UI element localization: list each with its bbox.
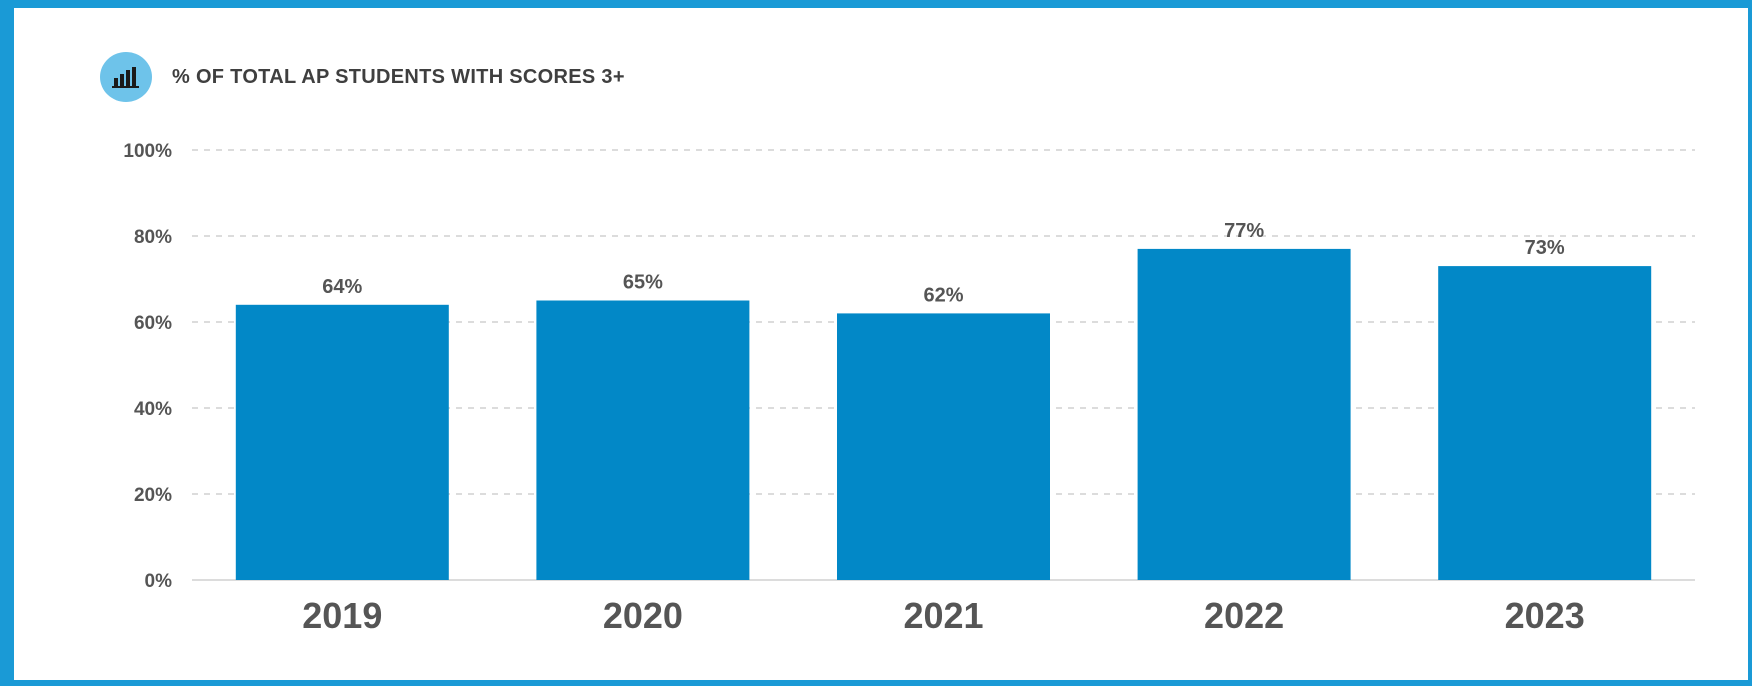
bar-chart-icon — [100, 52, 152, 102]
x-tick-label: 2023 — [1505, 595, 1585, 636]
y-tick-label: 100% — [123, 141, 172, 162]
data-label: 65% — [623, 272, 663, 294]
x-tick-label: 2021 — [903, 595, 983, 636]
bar — [1137, 248, 1351, 580]
x-tick-label: 2019 — [302, 595, 382, 636]
x-tick-label: 2020 — [603, 595, 683, 636]
bar — [536, 300, 750, 580]
chart-header: % OF TOTAL AP STUDENTS WITH SCORES 3+ — [100, 52, 625, 102]
chart-title: % OF TOTAL AP STUDENTS WITH SCORES 3+ — [172, 65, 625, 88]
y-tick-label: 80% — [134, 227, 172, 248]
y-tick-label: 0% — [145, 571, 173, 592]
y-tick-label: 60% — [134, 313, 172, 334]
data-label: 62% — [923, 284, 963, 306]
bar — [235, 304, 449, 580]
data-label: 77% — [1224, 220, 1264, 242]
data-label: 73% — [1525, 237, 1565, 259]
y-tick-label: 40% — [134, 399, 172, 420]
y-tick-label: 20% — [134, 485, 172, 506]
bar — [837, 313, 1050, 580]
x-tick-label: 2022 — [1204, 595, 1284, 636]
data-label: 64% — [322, 276, 362, 298]
bar — [1438, 266, 1652, 580]
